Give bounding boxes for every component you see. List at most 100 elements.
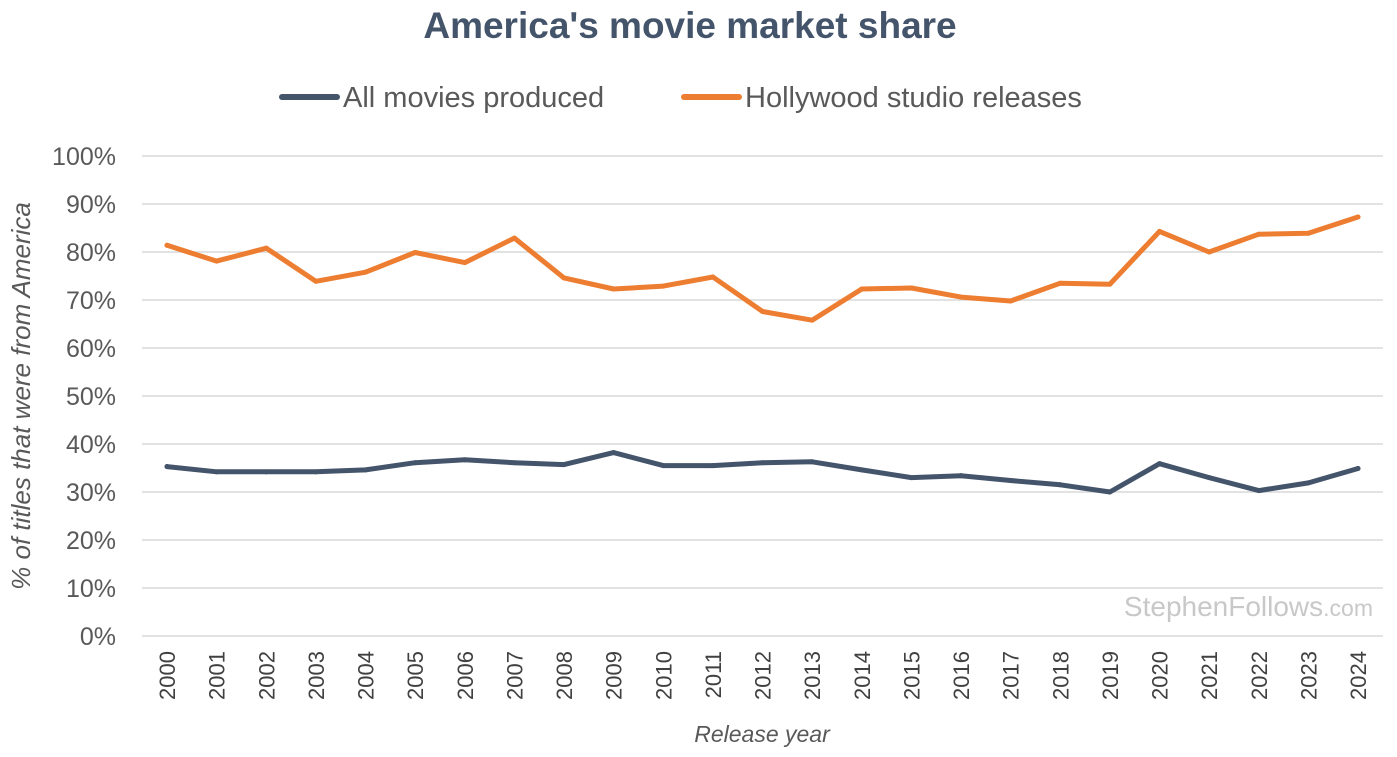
data-point — [859, 467, 865, 473]
y-tick-label: 50% — [66, 383, 116, 411]
data-point — [1305, 230, 1311, 236]
data-point — [809, 317, 815, 323]
y-tick-label: 20% — [66, 527, 116, 555]
data-point — [1256, 231, 1262, 237]
data-point — [908, 285, 914, 291]
y-tick-label: 0% — [80, 623, 116, 651]
data-point — [1008, 298, 1014, 304]
data-point — [760, 309, 765, 315]
data-point — [164, 242, 170, 248]
watermark-main: StephenFollows — [1124, 591, 1323, 622]
y-tick-label: 70% — [66, 287, 116, 315]
data-point — [958, 473, 964, 479]
x-tick-label: 2004 — [354, 651, 379, 700]
data-point — [363, 269, 368, 275]
y-tick-label: 90% — [66, 191, 116, 219]
watermark: StephenFollows.com — [1124, 591, 1373, 622]
x-tick-label: 2021 — [1197, 651, 1222, 700]
data-point — [1157, 461, 1162, 467]
data-point — [1008, 477, 1014, 483]
data-point — [611, 286, 617, 292]
data-point — [958, 294, 964, 300]
data-point — [313, 278, 319, 284]
data-point — [908, 475, 914, 481]
gridlines — [142, 155, 1383, 637]
data-point — [1057, 482, 1063, 488]
y-tick-label: 100% — [52, 143, 116, 171]
series-line-all-movies — [164, 450, 1361, 495]
series-lines — [164, 214, 1361, 495]
data-point — [1057, 280, 1063, 286]
data-point — [859, 286, 865, 292]
series-line-hollywood — [164, 214, 1361, 323]
x-tick-label: 2022 — [1247, 651, 1272, 700]
x-tick-label: 2013 — [800, 651, 825, 700]
data-point — [412, 460, 418, 466]
data-point — [363, 467, 368, 473]
y-tick-label: 10% — [66, 575, 116, 603]
chart-title: America's movie market share — [423, 5, 956, 46]
legend-label-all-movies: All movies produced — [343, 82, 604, 114]
data-point — [1206, 475, 1212, 481]
x-tick-label: 2017 — [999, 651, 1024, 700]
x-tick-label: 2005 — [403, 651, 428, 700]
x-tick-label: 2019 — [1098, 651, 1123, 700]
data-point — [760, 460, 765, 466]
y-tick-label: 40% — [66, 431, 116, 459]
legend-label-hollywood: Hollywood studio releases — [745, 82, 1082, 114]
data-point — [561, 462, 567, 468]
data-point — [1107, 281, 1113, 287]
x-tick-label: 2023 — [1296, 651, 1321, 700]
data-point — [412, 249, 418, 255]
x-tick-label: 2007 — [502, 651, 527, 700]
data-point — [1355, 465, 1361, 471]
x-tick-label: 2024 — [1346, 651, 1371, 700]
x-tick-label: 2011 — [701, 651, 726, 698]
data-point — [710, 274, 716, 280]
data-point — [660, 463, 666, 469]
data-point — [511, 460, 517, 466]
y-tick-label: 80% — [66, 239, 116, 267]
x-tick-label: 2006 — [453, 651, 478, 700]
data-point — [263, 245, 269, 251]
data-point — [313, 469, 319, 475]
data-point — [263, 469, 269, 475]
data-point — [1305, 480, 1311, 486]
x-tick-label: 2009 — [602, 651, 627, 700]
x-tick-label: 2010 — [651, 651, 676, 700]
legend: All movies produced Hollywood studio rel… — [279, 82, 1082, 114]
x-tick-label: 2018 — [1048, 651, 1073, 700]
y-axis-ticks: 0% 10% 20% 30% 40% 50% 60% 70% 80% 90% 100% — [52, 143, 116, 651]
data-point — [1355, 214, 1361, 220]
x-tick-label: 2000 — [155, 651, 180, 700]
data-point — [214, 469, 220, 475]
data-point — [660, 283, 666, 289]
x-axis-label: Release year — [694, 721, 831, 747]
data-point — [561, 275, 567, 281]
y-tick-label: 60% — [66, 335, 116, 363]
x-tick-label: 2015 — [899, 651, 924, 700]
x-tick-label: 2001 — [205, 651, 230, 700]
x-tick-label: 2016 — [949, 651, 974, 700]
x-tick-label: 2020 — [1148, 651, 1173, 700]
data-point — [809, 459, 815, 465]
data-point — [1256, 488, 1262, 494]
data-point — [164, 464, 170, 470]
x-tick-label: 2003 — [304, 651, 329, 700]
data-point — [611, 450, 617, 456]
x-tick-label: 2014 — [850, 651, 875, 700]
data-point — [1157, 228, 1162, 234]
x-axis-ticks: 2000 2001 2002 2003 2004 2005 2006 2007 2008 2009… — [155, 651, 1371, 700]
data-point — [1206, 249, 1212, 255]
data-point — [214, 258, 220, 264]
data-point — [710, 463, 716, 469]
data-point — [462, 260, 468, 266]
data-point — [1107, 489, 1113, 495]
x-tick-label: 2012 — [751, 651, 776, 700]
y-axis-label: % of titles that were from America — [6, 202, 36, 590]
data-point — [462, 457, 468, 463]
y-tick-label: 30% — [66, 479, 116, 507]
x-tick-label: 2002 — [254, 651, 279, 700]
